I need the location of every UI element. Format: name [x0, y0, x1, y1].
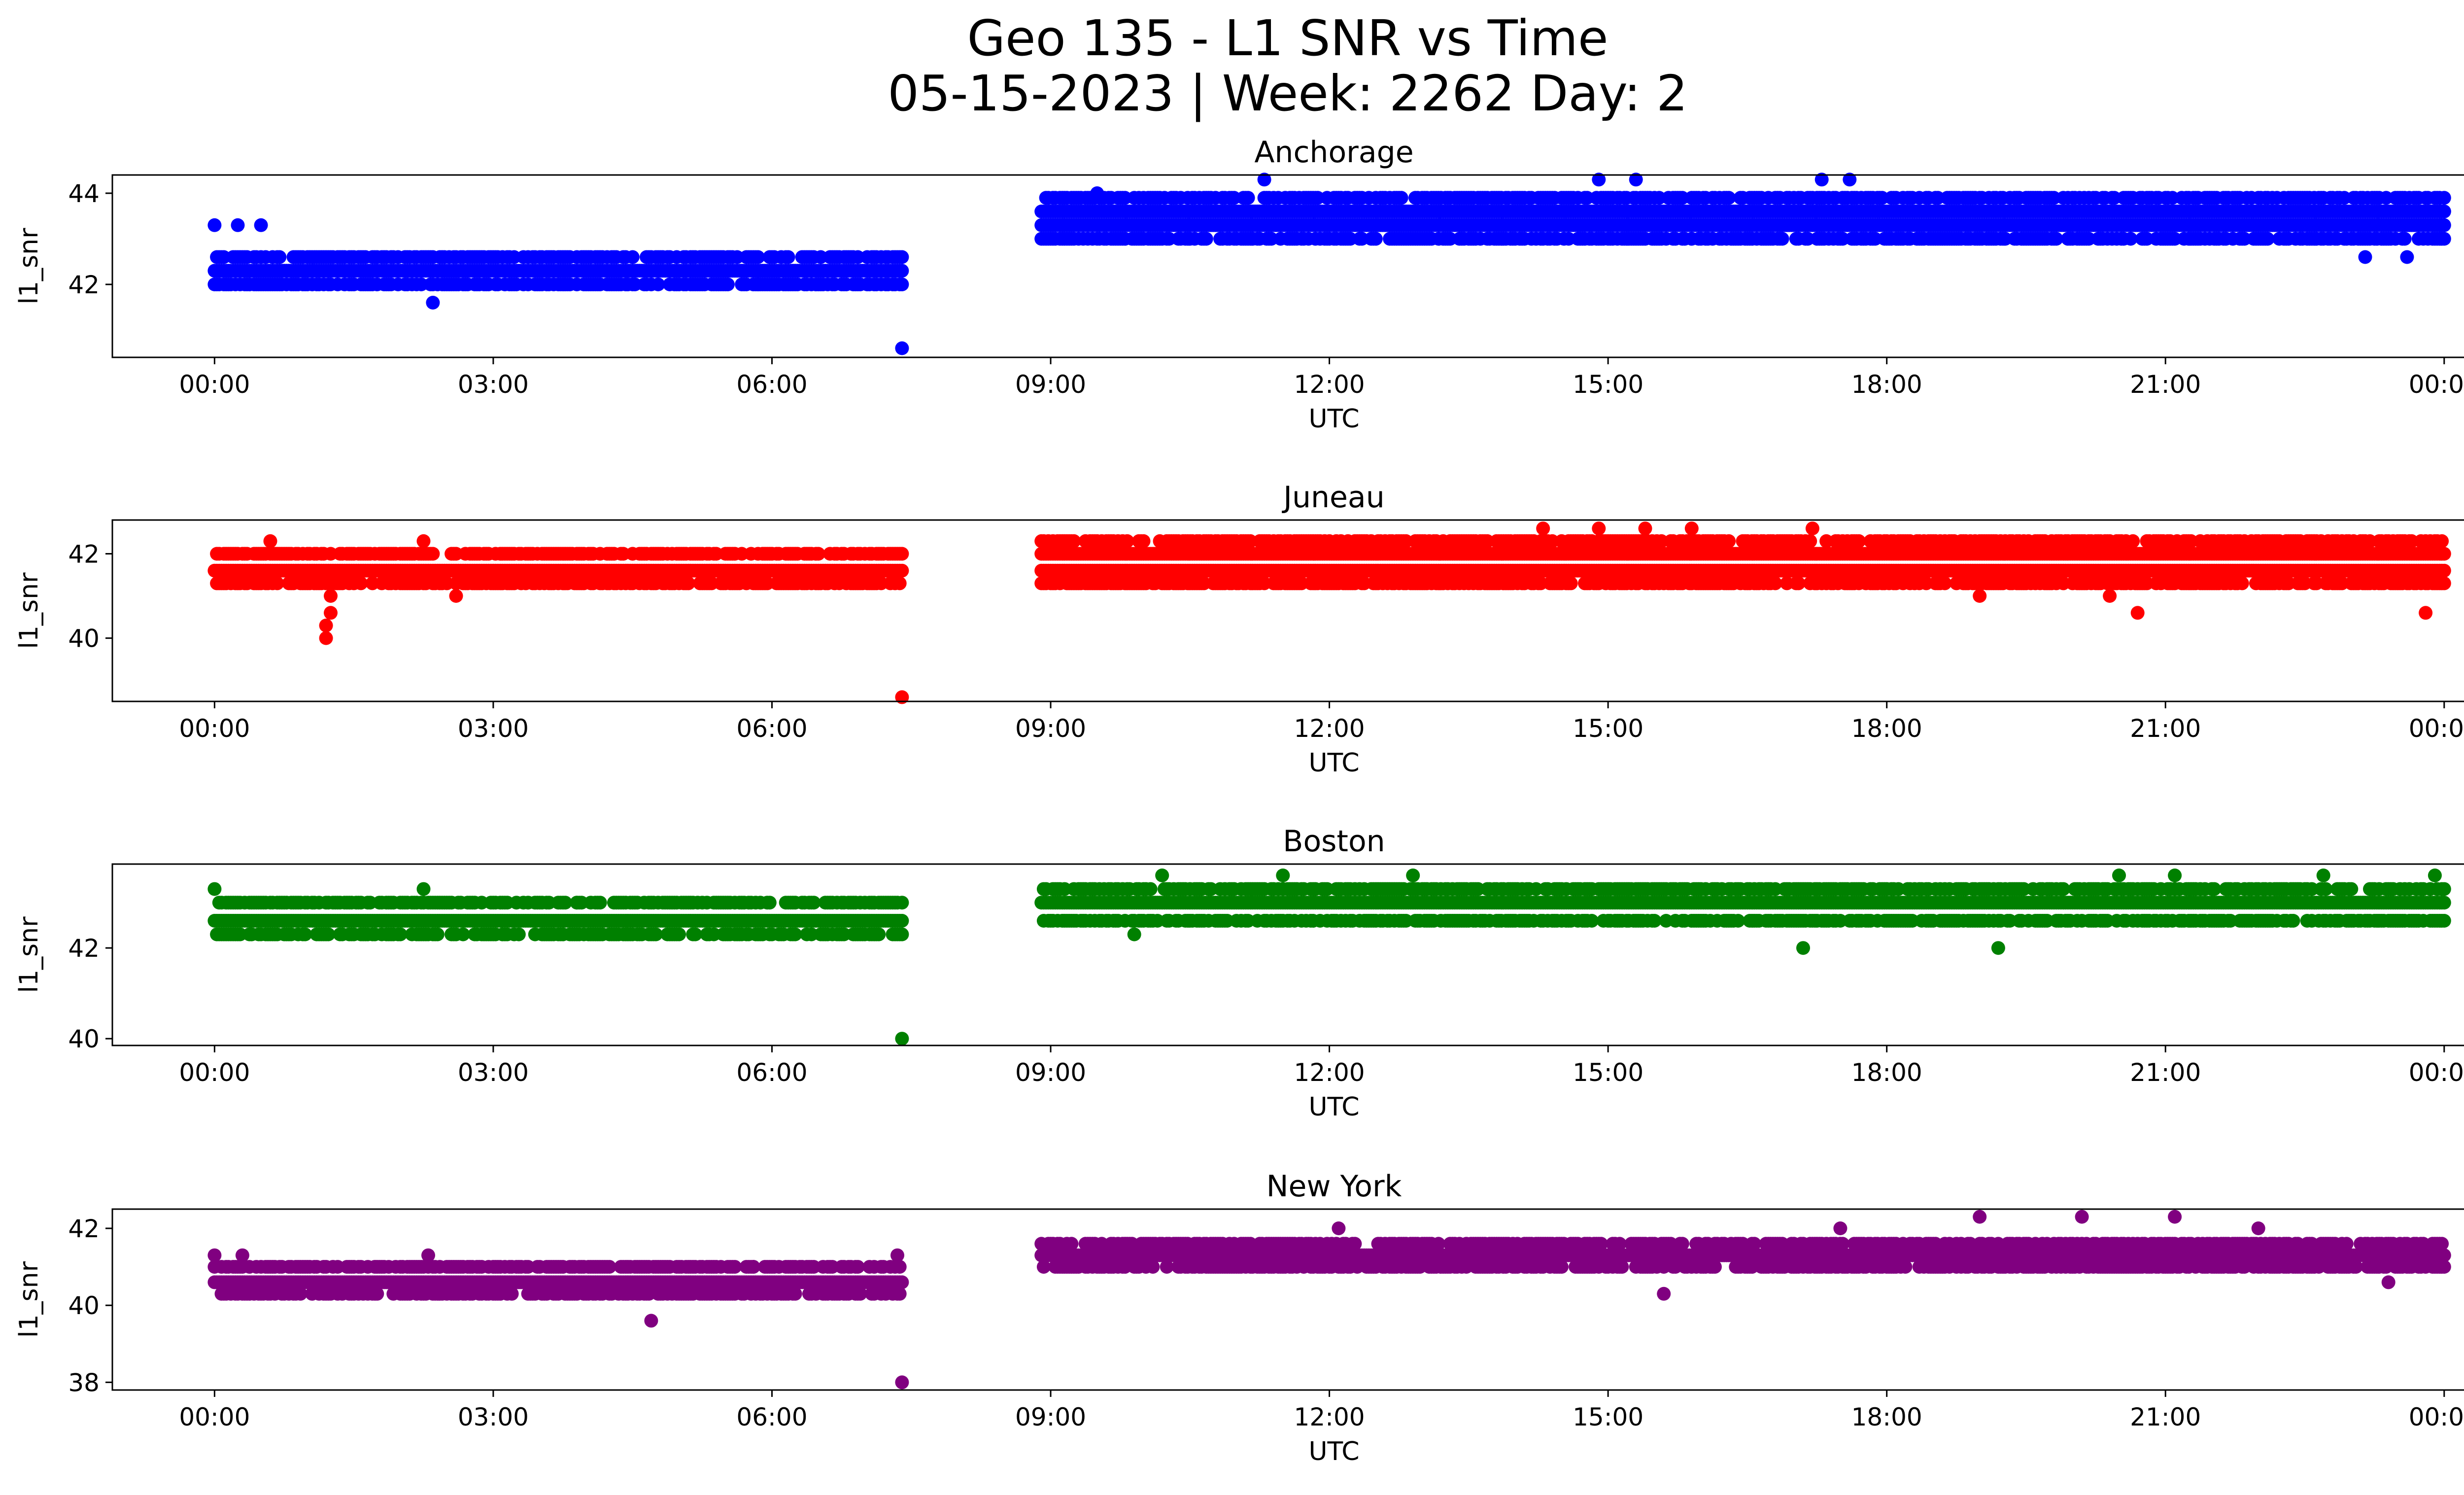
data-point [2437, 218, 2451, 232]
data-point-outlier [2400, 250, 2414, 264]
x-axis-label: UTC [1308, 404, 1359, 434]
data-point [426, 547, 440, 561]
subplot-anchorage: Anchorage 00:00 03:00 06:00 09:00 12:00 15:00 1… [14, 135, 2464, 434]
data-point-outlier [231, 218, 245, 232]
data-point [751, 250, 765, 264]
data-point [1199, 232, 1213, 246]
x-tick-label: 18:00 [1851, 370, 1922, 399]
data-point [651, 278, 665, 291]
figure-title-line-1: Geo 135 - L1 SNR vs Time [967, 9, 1608, 67]
data-point [2437, 232, 2451, 246]
data-point [781, 250, 795, 264]
data-point [1136, 534, 1151, 548]
data-point [1775, 232, 1789, 246]
data-point [2397, 232, 2412, 246]
x-tick-label: 09:00 [1015, 370, 1086, 399]
x-tick-label: 06:00 [736, 370, 807, 399]
x-tick-label: 21:00 [2130, 370, 2201, 399]
y-tick-label: 44 [68, 179, 100, 208]
data-point [1722, 191, 1736, 205]
data-point-outlier [254, 218, 268, 232]
data-point [720, 278, 735, 291]
data-point [895, 547, 909, 561]
data-point [625, 250, 640, 264]
data-point-outlier [895, 341, 909, 355]
data-point-outlier [2437, 205, 2451, 218]
data-point-outlier [207, 218, 222, 232]
x-tick-label: 03:00 [458, 370, 529, 399]
subplot-title: Anchorage [1254, 135, 1413, 170]
data-point [1803, 534, 1817, 548]
data-point [1564, 576, 1578, 591]
data-point-outlier [426, 296, 440, 310]
data-point [892, 576, 907, 591]
data-point [2437, 191, 2451, 205]
data-point [895, 264, 909, 278]
data-point [1394, 191, 1408, 205]
data-point [2126, 534, 2140, 548]
scatter-series [207, 522, 2451, 704]
data-point-outlier [2358, 250, 2372, 264]
x-tick-label: 00:00 [179, 370, 250, 399]
x-tick-label: 15:00 [1573, 370, 1643, 399]
data-point-outlier [751, 278, 765, 291]
data-point [895, 278, 909, 291]
data-point [273, 250, 287, 264]
figure-title-line-2: 05-15-2023 | Week: 2262 Day: 2 [888, 65, 1688, 122]
scatter-series [207, 173, 2451, 355]
y-axis-label: l1_snr [14, 228, 44, 305]
data-point [1241, 191, 1255, 205]
data-point [1722, 534, 1736, 548]
data-point-outlier [1090, 186, 1104, 200]
data-point [895, 563, 909, 578]
subplot-title: Juneau [1281, 480, 1384, 515]
y-tick-label: 42 [68, 271, 100, 299]
x-tick-label: 12:00 [1294, 370, 1365, 399]
x-tick-label: 00:00 [2409, 370, 2464, 399]
data-point [895, 250, 909, 264]
data-point [1369, 232, 1383, 246]
